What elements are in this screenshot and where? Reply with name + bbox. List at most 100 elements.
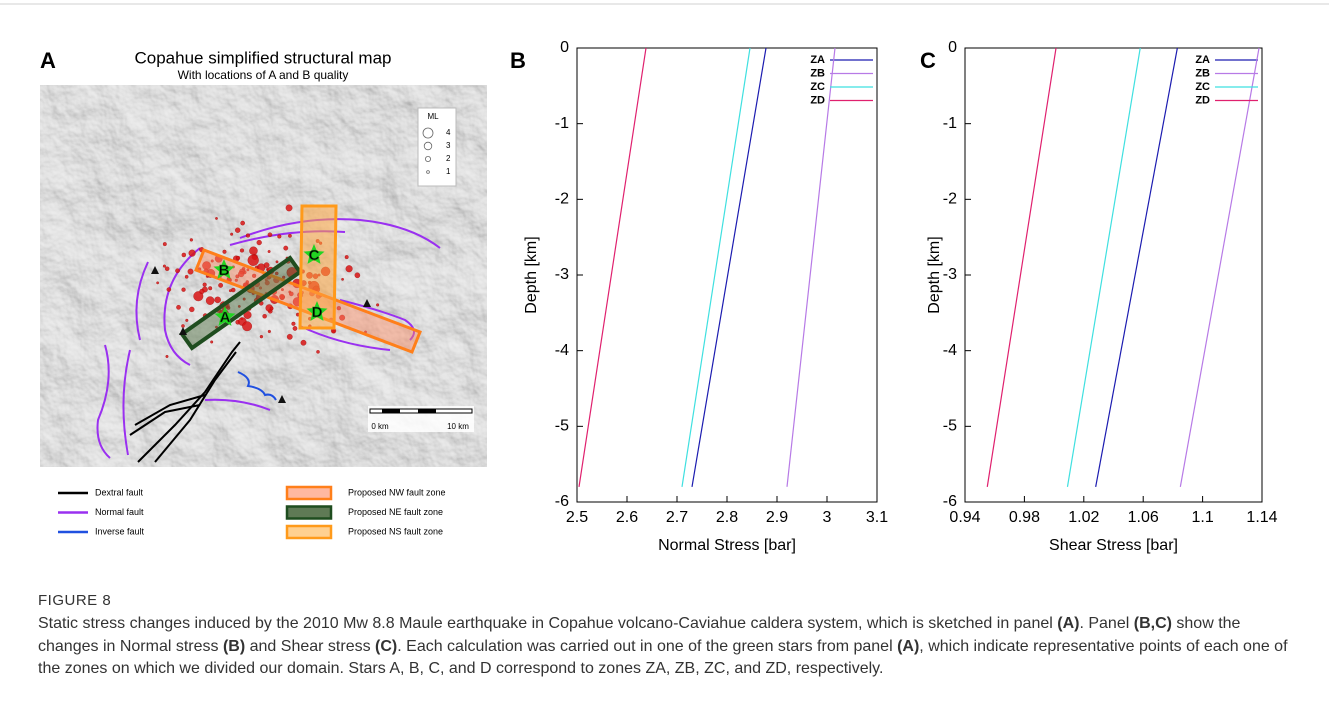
legend-label: Proposed NW fault zone [348,487,446,497]
star-label: B [219,262,230,279]
map-subtitle: With locations of A and B quality [178,68,349,82]
map-title: Copahue simplified structural map [134,48,391,67]
earthquake [346,265,353,272]
y-tick-label: -5 [555,418,569,435]
ml-size: 4 [446,128,451,137]
earthquake [190,238,193,241]
legend-label: ZC [1195,81,1210,93]
ml-size: 3 [446,141,451,150]
earthquake [218,283,222,287]
legend-label: ZD [1195,94,1210,106]
star-label: A [220,309,231,326]
earthquake [165,267,169,271]
series-line [987,48,1056,487]
earthquake [231,288,235,292]
earthquake [249,247,257,255]
y-tick-label: -3 [555,266,569,283]
series-line [579,48,646,487]
ml-size: 1 [446,167,451,176]
ml-symbol [423,128,433,138]
y-axis-label: Depth [km] [926,236,943,313]
x-tick-label: 0.98 [1009,509,1040,526]
earthquake [215,297,221,303]
earthquake [189,250,196,257]
scale-label: 0 km [371,422,389,431]
ml-symbol [424,142,432,150]
x-tick-label: 1.14 [1246,509,1277,526]
earthquake [260,335,263,338]
earthquake [376,304,379,307]
scalebar-seg [418,409,436,413]
earthquake [185,275,188,278]
earthquake [210,341,213,344]
earthquake [268,250,271,253]
earthquake [345,255,349,259]
earthquake [292,322,296,326]
earthquake [223,250,227,254]
earthquake [241,221,245,225]
caption-ref: (A) [897,638,919,655]
earthquake [156,282,158,284]
figure: A Copahue simplified structural map With… [0,0,1329,590]
scalebar-seg [382,409,400,413]
series-line [1096,48,1178,487]
earthquake [163,242,167,246]
x-axis-label: Shear Stress [bar] [1049,537,1178,554]
series-line [1180,48,1259,487]
earthquake [167,287,171,291]
x-tick-label: 2.9 [766,509,788,526]
legend-label: ZB [810,67,825,79]
earthquake [263,314,267,318]
earthquake [276,261,278,263]
earthquake [293,326,297,330]
x-tick-label: 3 [823,509,832,526]
legend-label: Inverse fault [95,526,145,536]
legend-label: Normal fault [95,507,144,517]
caption-text: and Shear stress [245,638,375,655]
caption: Static stress changes induced by the 201… [38,613,1300,681]
scale-label: 10 km [447,422,469,431]
earthquake [246,234,250,238]
y-tick-label: -4 [943,342,957,359]
star-label: D [312,304,323,321]
y-tick-label: 0 [560,39,569,56]
chart: B0-1-2-3-4-5-62.52.62.72.82.933.1Normal … [510,39,888,554]
earthquake [189,307,194,312]
earthquake [182,253,186,257]
earthquake [185,319,188,322]
earthquake [203,283,207,287]
map: ABCD ML 4321 0 km 10 km [40,85,487,467]
x-axis-label: Normal Stress [bar] [658,537,796,554]
earthquake [230,233,233,236]
plot-frame [965,48,1262,502]
earthquake [176,305,180,309]
earthquake [277,235,281,239]
ml-title: ML [427,112,439,121]
series-line [787,48,835,487]
earthquake [257,240,262,245]
y-tick-label: -1 [943,115,957,132]
earthquake [288,234,291,237]
y-tick-label: -5 [943,418,957,435]
earthquake [341,278,343,280]
x-tick-label: 1.02 [1068,509,1099,526]
earthquake [242,321,252,331]
legend-swatch [287,487,331,499]
legend-label: ZB [1195,67,1210,79]
y-tick-label: -6 [555,493,569,510]
earthquake [248,255,259,266]
x-tick-label: 1.1 [1191,509,1213,526]
x-tick-label: 0.94 [949,509,980,526]
ml-symbol [425,156,430,161]
legend-label: ZA [810,54,825,66]
earthquake [229,289,232,292]
legend-swatch [287,526,331,538]
caption-ref: (C) [375,638,397,655]
y-tick-label: -4 [555,342,569,359]
legend-label: Proposed NE fault zone [348,507,443,517]
y-tick-label: 0 [948,39,957,56]
legend-label: ZA [1195,54,1210,66]
y-tick-label: -2 [555,191,569,208]
earthquake [166,355,169,358]
